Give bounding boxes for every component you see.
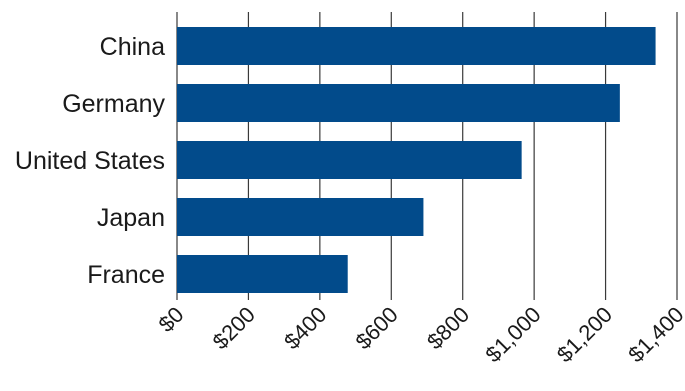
bar	[177, 198, 424, 236]
bar	[177, 27, 656, 65]
category-labels: China Germany United States Japan France	[15, 33, 166, 289]
x-tick-label: $400	[279, 302, 331, 354]
x-tick-label: $1,400	[623, 302, 685, 367]
bars	[177, 27, 656, 293]
x-tick-label: $0	[154, 302, 189, 337]
category-label: Japan	[97, 204, 165, 232]
bar	[177, 141, 522, 179]
x-tick-label: $1,000	[480, 302, 545, 367]
category-label: United States	[15, 147, 165, 175]
x-tick-label: $600	[351, 302, 403, 354]
x-tick-label: $200	[208, 302, 260, 354]
category-label: Germany	[62, 90, 165, 118]
x-tick-labels: $0 $200 $400 $600 $800 $1,000 $1,200 $1,400	[154, 302, 685, 367]
bar	[177, 255, 348, 293]
category-label: France	[87, 261, 165, 289]
category-label: China	[100, 33, 165, 61]
x-tick-label: $1,200	[552, 302, 617, 367]
x-tick-label: $800	[422, 302, 474, 354]
bar	[177, 84, 620, 122]
